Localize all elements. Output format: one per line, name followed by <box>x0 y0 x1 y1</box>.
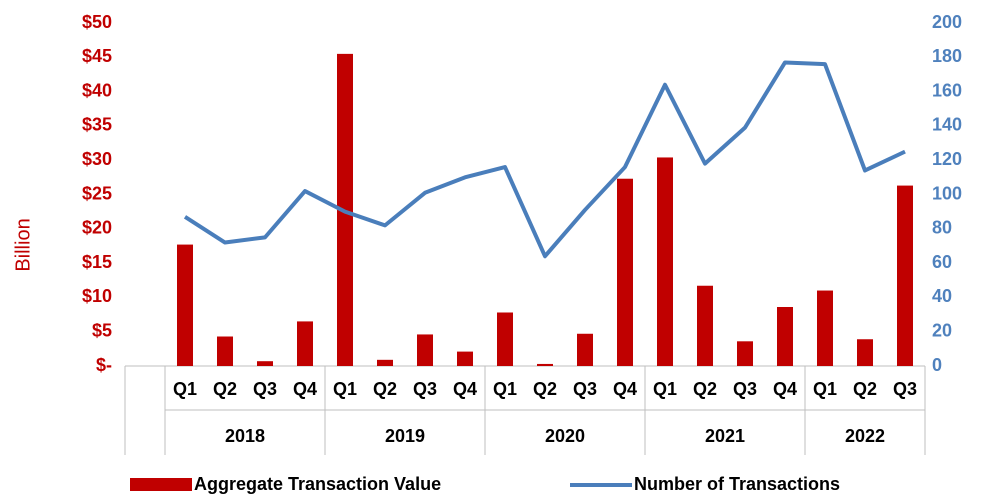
bar <box>177 244 193 366</box>
y-tick-label: $10 <box>82 286 112 306</box>
bar <box>737 341 753 366</box>
x-tick-label: Q2 <box>373 379 397 399</box>
x-tick-label: Q3 <box>893 379 917 399</box>
year-label: 2018 <box>225 426 265 446</box>
y-axis-label: Billion <box>12 218 34 271</box>
bar <box>297 321 313 366</box>
bar <box>857 339 873 366</box>
x-tick-label: Q1 <box>813 379 837 399</box>
x-tick-label: Q1 <box>653 379 677 399</box>
y2-tick-label: 60 <box>932 252 952 272</box>
year-label: 2019 <box>385 426 425 446</box>
bar <box>577 333 593 366</box>
y-tick-label: $20 <box>82 218 112 238</box>
bar <box>657 157 673 366</box>
legend-label: Number of Transactions <box>634 474 840 494</box>
y2-tick-label: 200 <box>932 12 962 32</box>
y-tick-label: $50 <box>82 12 112 32</box>
y-tick-label: $- <box>96 355 112 375</box>
y-tick-label: $30 <box>82 149 112 169</box>
x-tick-label: Q3 <box>573 379 597 399</box>
x-tick-label: Q4 <box>613 379 637 399</box>
y-tick-label: $15 <box>82 252 112 272</box>
legend-swatch <box>130 478 192 491</box>
x-tick-label: Q2 <box>213 379 237 399</box>
bar <box>617 178 633 366</box>
x-tick-label: Q4 <box>773 379 797 399</box>
bar <box>217 336 233 366</box>
bar <box>697 285 713 366</box>
bar <box>777 307 793 366</box>
y2-tick-label: 160 <box>932 80 962 100</box>
line <box>183 60 906 259</box>
x-tick-label: Q3 <box>733 379 757 399</box>
bar <box>257 361 273 366</box>
bar <box>817 290 833 366</box>
x-tick-label: Q1 <box>333 379 357 399</box>
y-tick-label: $25 <box>82 183 112 203</box>
year-label: 2022 <box>845 426 885 446</box>
bar <box>417 334 433 366</box>
x-tick-label: Q3 <box>253 379 277 399</box>
x-tick-label: Q2 <box>533 379 557 399</box>
year-label: 2021 <box>705 426 745 446</box>
year-label: 2020 <box>545 426 585 446</box>
x-tick-label: Q4 <box>453 379 477 399</box>
bar <box>897 185 913 366</box>
y2-tick-label: 180 <box>932 46 962 66</box>
y2-tick-label: 120 <box>932 149 962 169</box>
y2-tick-label: 80 <box>932 218 952 238</box>
x-tick-label: Q1 <box>173 379 197 399</box>
y-tick-label: $45 <box>82 46 112 66</box>
bar <box>537 363 553 366</box>
legend-label: Aggregate Transaction Value <box>194 474 441 494</box>
x-tick-label: Q1 <box>493 379 517 399</box>
y-tick-label: $40 <box>82 80 112 100</box>
y-tick-label: $35 <box>82 115 112 135</box>
y2-tick-label: 20 <box>932 320 952 340</box>
y2-tick-label: 40 <box>932 286 952 306</box>
x-tick-label: Q2 <box>853 379 877 399</box>
y2-tick-label: 140 <box>932 115 962 135</box>
x-tick-label: Q3 <box>413 379 437 399</box>
x-tick-label: Q4 <box>293 379 317 399</box>
x-tick-label: Q2 <box>693 379 717 399</box>
bar <box>457 351 473 366</box>
y2-tick-label: 100 <box>932 183 962 203</box>
bar <box>497 312 513 366</box>
bar <box>377 359 393 366</box>
y-tick-label: $5 <box>92 320 112 340</box>
y2-tick-label: 0 <box>932 355 942 375</box>
